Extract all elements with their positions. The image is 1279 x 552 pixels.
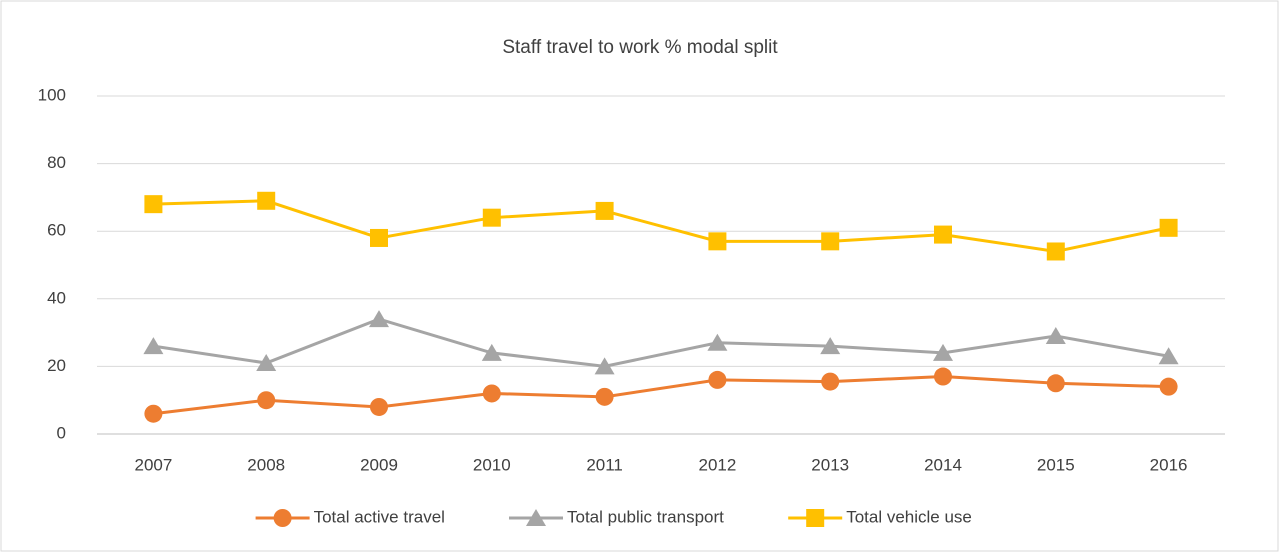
point xyxy=(370,397,388,416)
point xyxy=(257,191,276,210)
point xyxy=(708,370,727,389)
point xyxy=(595,387,614,406)
point xyxy=(594,357,615,375)
y-tick-label: 40 xyxy=(47,288,66,307)
point xyxy=(144,195,163,214)
point xyxy=(934,225,952,244)
x-tick-label: 2011 xyxy=(586,455,623,474)
y-tick-label: 0 xyxy=(57,423,66,442)
point xyxy=(820,337,841,355)
chart-title: Staff travel to work % modal split xyxy=(502,37,778,58)
point xyxy=(144,404,163,423)
series-line xyxy=(153,375,1169,416)
point xyxy=(143,337,164,355)
point xyxy=(1046,242,1065,261)
point xyxy=(708,232,727,251)
x-tick-label: 2016 xyxy=(1150,455,1188,474)
x-tick-label: 2010 xyxy=(473,455,511,474)
legend-marker xyxy=(806,509,825,527)
point xyxy=(1046,374,1065,393)
x-tick-label: 2014 xyxy=(924,455,962,474)
legend-marker xyxy=(273,509,292,527)
x-tick-label: 2012 xyxy=(698,455,736,474)
point xyxy=(1158,347,1179,365)
point xyxy=(707,333,728,351)
point xyxy=(933,343,953,361)
point xyxy=(482,384,501,403)
y-tick-label: 20 xyxy=(47,356,66,375)
x-tick-label: 2009 xyxy=(360,455,398,474)
point xyxy=(1159,218,1178,237)
point xyxy=(934,367,952,386)
legend-label: Total active travel xyxy=(314,507,445,526)
point xyxy=(1045,326,1066,344)
x-tick-label: 2015 xyxy=(1037,455,1075,474)
series-line xyxy=(153,199,1169,254)
x-tick-label: 2008 xyxy=(247,455,285,474)
point xyxy=(256,354,277,372)
y-tick-label: 100 xyxy=(38,85,66,104)
point xyxy=(482,208,501,227)
point xyxy=(821,372,840,391)
point xyxy=(1159,377,1178,396)
y-tick-label: 60 xyxy=(47,221,66,240)
legend-marker xyxy=(526,509,546,526)
x-tick-label: 2013 xyxy=(811,455,849,474)
y-tick-label: 80 xyxy=(47,153,66,172)
series-line xyxy=(153,317,1169,368)
point xyxy=(369,310,389,328)
legend-label: Total vehicle use xyxy=(846,507,972,526)
point xyxy=(821,232,840,251)
point xyxy=(595,201,614,220)
point xyxy=(481,343,502,361)
x-tick-label: 2007 xyxy=(134,455,172,474)
point xyxy=(370,228,388,247)
legend-label: Total public transport xyxy=(567,507,724,526)
point xyxy=(257,391,276,410)
